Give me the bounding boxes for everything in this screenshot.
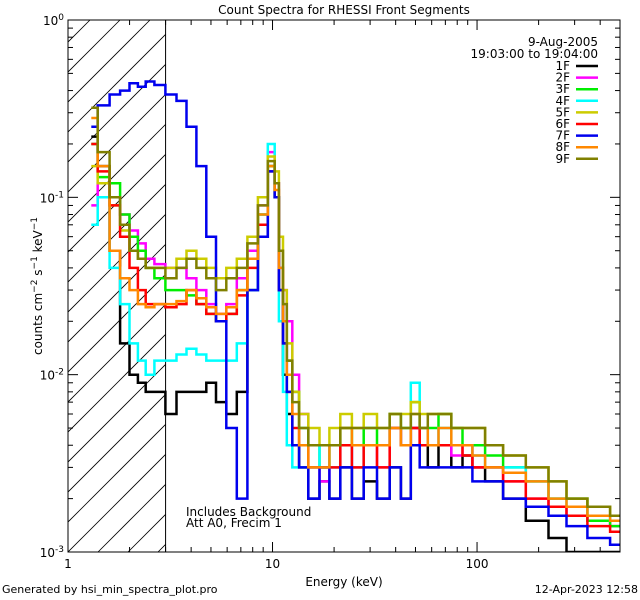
y-tick-label: 100	[43, 13, 64, 28]
chart-title: Count Spectra for RHESSI Front Segments	[218, 3, 470, 17]
x-tick-label: 100	[466, 557, 489, 571]
legend-label-7F: 7F	[555, 129, 570, 143]
legend-label-1F: 1F	[555, 59, 570, 73]
legend-label-5F: 5F	[555, 105, 570, 119]
hatch-line	[68, 213, 166, 313]
generated-by: Generated by hsi_min_spectra_plot.pro	[2, 583, 218, 596]
hatch-line	[68, 123, 166, 223]
hatch-line	[0, 20, 30, 552]
series-line-8F	[91, 116, 620, 523]
annotation-attenuator: Att A0, Frecim 1	[186, 516, 282, 530]
y-tick-label: 10-1	[40, 190, 64, 205]
legend-label-9F: 9F	[555, 152, 570, 166]
hatch-line	[68, 333, 166, 433]
hatch-line	[68, 153, 166, 253]
x-tick-label: 10	[265, 557, 280, 571]
series-layer	[91, 80, 620, 552]
hatch-line	[68, 20, 151, 103]
x-axis-label: Energy (keV)	[305, 575, 382, 589]
series-line-3F	[91, 142, 620, 528]
series-line-1F	[91, 135, 620, 552]
hatch-line	[68, 33, 166, 133]
annotation-background: Includes Background	[186, 505, 311, 519]
hatch-line	[68, 423, 166, 523]
hatch-line	[68, 243, 166, 343]
time-range-label: 19:03:00 to 19:04:00	[471, 47, 598, 61]
series-line-6F	[91, 142, 620, 534]
hatch-line	[68, 363, 166, 463]
series-line-4F	[91, 142, 620, 523]
x-tick-label: 1	[64, 557, 72, 571]
hatch-line	[188, 20, 640, 552]
legend-label-3F: 3F	[555, 82, 570, 96]
timestamp: 12-Apr-2023 12:58	[534, 583, 638, 596]
hatch-line	[68, 273, 166, 373]
legend-label-2F: 2F	[555, 71, 570, 85]
hatch-line	[68, 63, 166, 163]
hatch-line	[68, 20, 91, 43]
hatch-line	[68, 20, 121, 73]
series-line-9F	[91, 106, 620, 518]
legend-label-8F: 8F	[555, 140, 570, 154]
series-line-2F	[91, 150, 620, 528]
y-axis-label: counts cm−2 s−1 keV−1	[30, 217, 45, 355]
hatch-line	[68, 393, 166, 493]
plot-frame	[67, 19, 621, 553]
series-line-7F	[91, 80, 620, 546]
hatch-line	[68, 93, 166, 193]
y-tick-label: 10-3	[40, 545, 64, 560]
legend-label-4F: 4F	[555, 94, 570, 108]
legend-label-6F: 6F	[555, 117, 570, 131]
hatch-line	[68, 453, 166, 552]
axis-ticks: 1 10 100 10-3 10-2 10-1 100	[40, 13, 621, 571]
series-line-5F	[91, 155, 620, 518]
date-label: 9-Aug-2005	[528, 35, 598, 49]
y-tick-label: 10-2	[40, 368, 64, 383]
